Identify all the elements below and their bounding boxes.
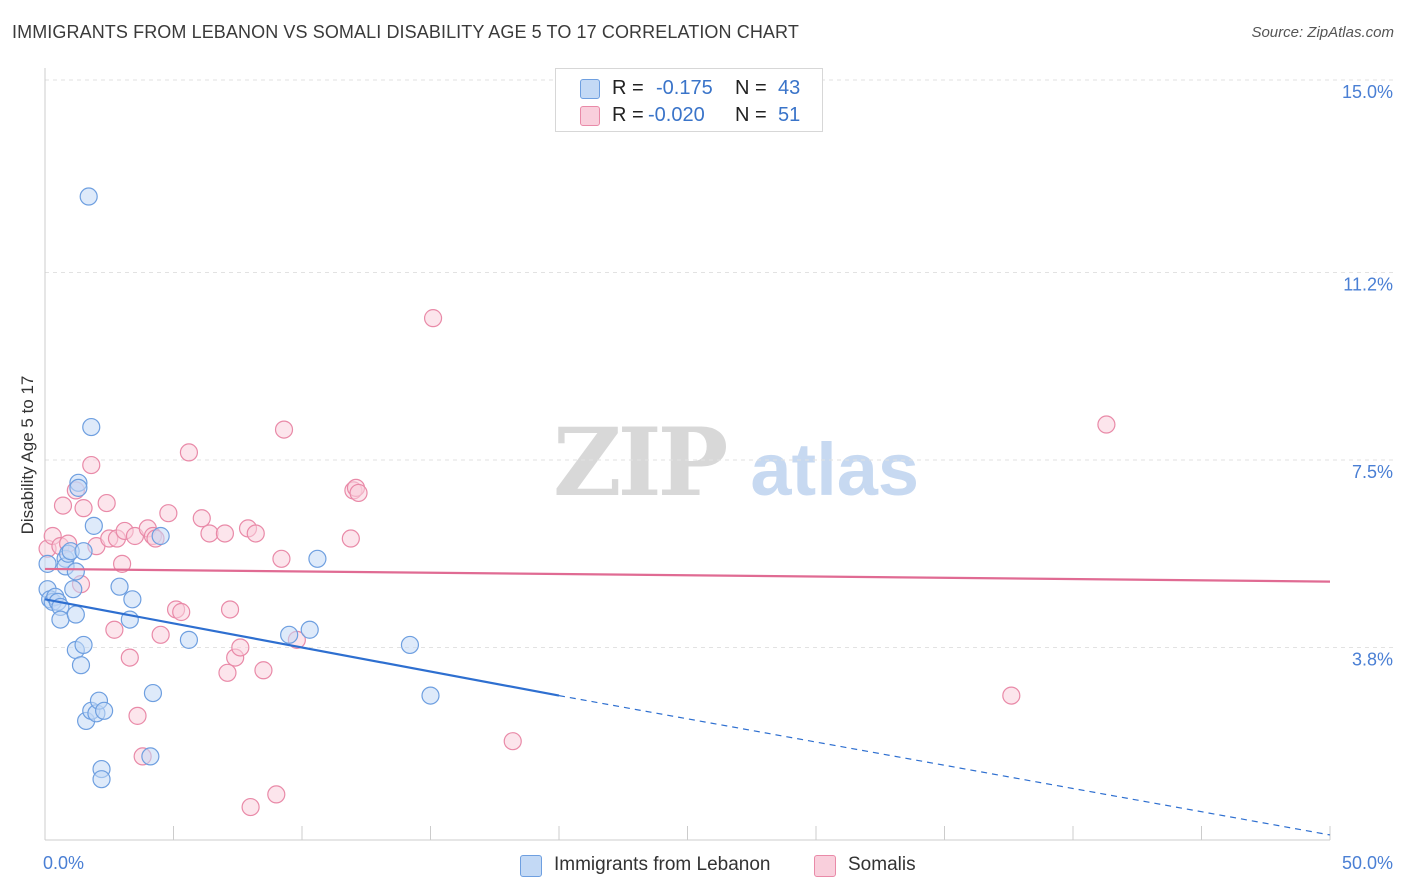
- lebanon-point: [400, 635, 420, 655]
- lebanon-point: [79, 187, 98, 206]
- legend-swatch-lebanon: [580, 79, 600, 99]
- somalis-point: [120, 648, 139, 667]
- somalis-point: [503, 732, 522, 751]
- somalis-point: [215, 524, 234, 543]
- lebanon-points: [38, 187, 440, 789]
- lebanon-trend-extension: [558, 695, 1331, 836]
- correlation-legend: R = -0.175 N = 43 R = -0.020 N = 51: [555, 68, 823, 132]
- somalis-point: [423, 309, 443, 328]
- somalis-point: [74, 499, 93, 518]
- lebanon-point: [82, 417, 101, 437]
- somalis-point: [192, 509, 211, 528]
- y-axis-tick-labels: 3.8% 7.5% 11.2% 15.0%: [1342, 82, 1393, 669]
- y-axis-label: Disability Age 5 to 17: [18, 376, 37, 535]
- somalis-point: [254, 661, 273, 680]
- lebanon-point: [74, 542, 93, 561]
- series-legend-label: Somalis: [848, 854, 916, 875]
- lebanon-point: [66, 605, 85, 624]
- somalis-point: [1097, 415, 1116, 434]
- x-tick-label-min: 0.0%: [43, 853, 84, 873]
- axes: [44, 68, 1330, 841]
- lebanon-point: [151, 526, 170, 546]
- lebanon-point: [300, 620, 319, 639]
- y-tick-label: 15.0%: [1342, 82, 1393, 102]
- watermark-zip: ZIP: [553, 408, 728, 518]
- somalis-point: [200, 524, 219, 543]
- lebanon-point: [92, 770, 111, 789]
- lebanon-point: [66, 562, 85, 581]
- lebanon-trend-line: [44, 598, 560, 697]
- lebanon-point: [95, 701, 114, 720]
- somalis-point: [274, 420, 294, 439]
- lebanon-point: [110, 577, 129, 596]
- legend-n-value: 43: [778, 77, 801, 99]
- somalis-point: [220, 600, 240, 619]
- somalis-point: [53, 496, 73, 515]
- somalis-point: [97, 493, 116, 513]
- lebanon-point: [71, 656, 91, 675]
- somalis-point: [151, 625, 170, 644]
- watermark: ZIP atlas: [553, 408, 919, 518]
- somalis-point: [112, 554, 132, 573]
- somalis-point: [267, 785, 286, 804]
- lebanon-point: [421, 686, 440, 705]
- legend-r-label: R =: [612, 104, 644, 126]
- x-axis-ticks: [44, 826, 1331, 840]
- lebanon-point: [141, 747, 160, 766]
- y-tick-label: 11.2%: [1343, 275, 1393, 295]
- x-tick-label-max: 50.0%: [1342, 853, 1393, 873]
- chart-title: IMMIGRANTS FROM LEBANON VS SOMALI DISABI…: [12, 22, 799, 42]
- source-credit: Source: ZipAtlas.com: [1251, 24, 1394, 41]
- somalis-point: [179, 443, 199, 462]
- somalis-point: [128, 706, 147, 725]
- legend-swatch-somalis: [580, 106, 600, 126]
- somalis-point: [272, 549, 291, 568]
- lebanon-point: [84, 516, 103, 535]
- series-swatch-lebanon: [520, 855, 542, 877]
- legend-n-value: 51: [778, 104, 801, 126]
- legend-n-label: N =: [735, 104, 767, 126]
- grid-lines: [45, 79, 1395, 648]
- lebanon-point: [64, 580, 83, 599]
- series-legend-label: Immigrants from Lebanon: [554, 854, 771, 875]
- somalis-point: [341, 529, 360, 548]
- lebanon-point: [280, 625, 299, 644]
- lebanon-point: [74, 635, 93, 655]
- somalis-point: [349, 483, 368, 503]
- series-swatch-somalis: [814, 855, 836, 877]
- series-legend: Immigrants from Lebanon Somalis: [0, 850, 1406, 880]
- legend-r-label: R =: [612, 77, 644, 99]
- somalis-point: [231, 638, 250, 657]
- somalis-point: [159, 504, 178, 523]
- somalis-point: [246, 524, 265, 543]
- legend-r-value: -0.020: [648, 104, 705, 126]
- lebanon-point: [308, 549, 327, 568]
- lebanon-point: [179, 630, 199, 649]
- legend-r-value: -0.175: [656, 77, 713, 99]
- somalis-points: [38, 309, 1116, 817]
- somalis-point: [218, 663, 237, 682]
- y-tick-label: 7.5%: [1352, 462, 1393, 482]
- somalis-point: [241, 797, 260, 817]
- somalis-point: [172, 602, 191, 622]
- lebanon-point: [123, 590, 142, 609]
- y-tick-label: 3.8%: [1352, 649, 1393, 669]
- somalis-point: [82, 455, 101, 475]
- watermark-atlas: atlas: [750, 428, 920, 511]
- somalis-point: [105, 620, 124, 639]
- legend-n-label: N =: [735, 77, 767, 99]
- somalis-point: [1002, 686, 1021, 705]
- lebanon-point: [69, 478, 88, 497]
- somalis-trend-line: [44, 567, 1331, 583]
- lebanon-point: [51, 610, 70, 629]
- trend-lines: [44, 567, 1331, 836]
- lebanon-point: [143, 683, 163, 703]
